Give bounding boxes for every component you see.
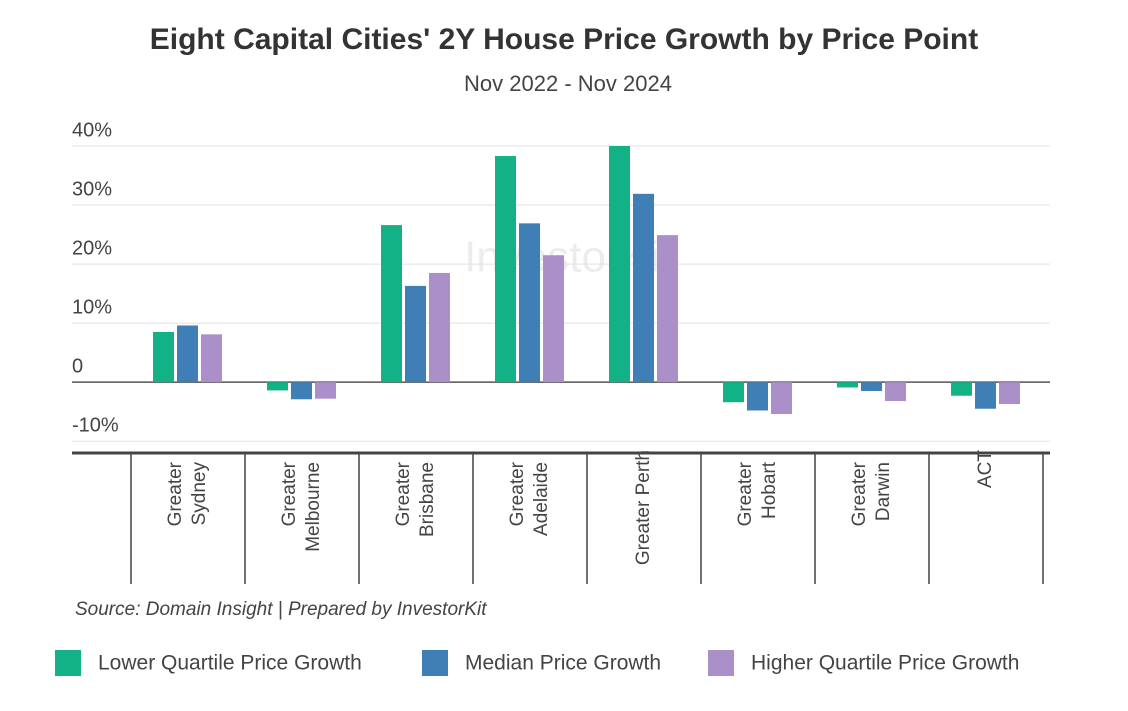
bar — [861, 382, 882, 392]
bar — [975, 382, 996, 409]
bar — [381, 225, 402, 383]
bar — [177, 325, 198, 383]
x-tick-label: Greater Sydney — [165, 462, 210, 527]
x-tick-label: Greater Brisbane — [393, 462, 438, 537]
legend-label: Lower Quartile Price Growth — [98, 652, 362, 675]
x-tick-label: Greater Perth — [633, 450, 654, 566]
y-tick-label: 10% — [72, 296, 112, 318]
y-tick-label: -10% — [72, 414, 119, 436]
y-tick-label: 30% — [72, 178, 112, 200]
bar — [495, 156, 516, 383]
bar — [951, 382, 972, 396]
source-note: Source: Domain Insight | Prepared by Inv… — [75, 599, 487, 620]
bar — [519, 223, 540, 383]
bar — [153, 331, 174, 383]
y-tick-label: 0 — [72, 355, 83, 377]
y-tick-label: 40% — [72, 119, 112, 141]
bar — [543, 255, 564, 383]
legend-swatch — [708, 650, 734, 676]
bar — [267, 382, 288, 391]
bar — [723, 382, 744, 403]
chart-title: Eight Capital Cities' 2Y House Price Gro… — [150, 23, 978, 56]
x-tick-label: Greater Darwin — [849, 462, 894, 527]
bar — [657, 235, 678, 383]
bar — [885, 382, 906, 402]
bar — [315, 382, 336, 399]
x-tick-label: Greater Melbourne — [279, 462, 324, 552]
bar — [837, 382, 858, 388]
legend-swatch — [55, 650, 81, 676]
x-tick-label: Greater Adelaide — [507, 462, 552, 536]
legend-swatch — [422, 650, 448, 676]
x-tick-label: Greater Hobart — [735, 462, 780, 527]
legend-label: Higher Quartile Price Growth — [751, 652, 1019, 675]
bar — [633, 193, 654, 383]
bar — [291, 382, 312, 400]
chart-subtitle: Nov 2022 - Nov 2024 — [464, 71, 672, 96]
bar — [771, 382, 792, 415]
bar — [405, 285, 426, 383]
legend-label: Median Price Growth — [465, 652, 661, 675]
bar — [999, 382, 1020, 404]
bar — [429, 272, 450, 383]
bar — [609, 146, 630, 383]
bar — [201, 334, 222, 383]
y-tick-label: 20% — [72, 237, 112, 259]
bar — [747, 382, 768, 411]
x-tick-label: ACT — [975, 450, 996, 488]
